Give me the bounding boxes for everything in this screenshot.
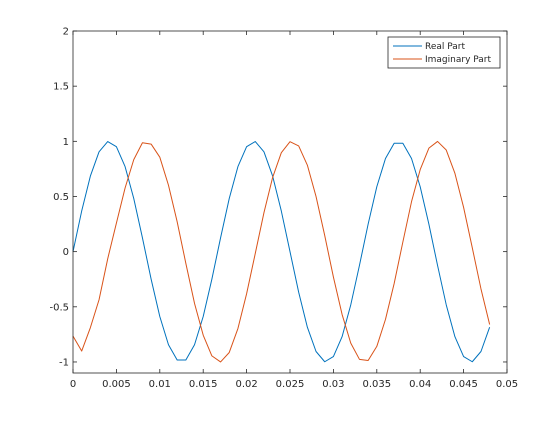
- x-tick-label: 0.03: [322, 379, 344, 390]
- x-tick-label: 0.025: [276, 379, 305, 390]
- x-tick-label: 0: [70, 379, 76, 390]
- x-tick-label: 0.035: [362, 379, 391, 390]
- legend-label-1: Real Part: [425, 42, 466, 52]
- y-tick-label: 2: [63, 27, 69, 38]
- plot-area: [73, 31, 507, 373]
- y-tick-label: 0: [63, 247, 69, 258]
- plot-background: [73, 31, 507, 373]
- x-tick-label: 0.04: [409, 379, 431, 390]
- y-tick-label: -1: [59, 357, 69, 368]
- x-tick-label: 0.015: [189, 379, 218, 390]
- series-layer: [72, 140, 491, 363]
- y-tick-label: 1: [63, 137, 69, 148]
- y-tick-label: -0.5: [49, 302, 69, 313]
- series-line-1: [72, 141, 491, 363]
- x-tick-label: 0.045: [449, 379, 478, 390]
- x-tick-label: 0.005: [102, 379, 131, 390]
- series-line-2: [72, 140, 491, 363]
- x-tick-label: 0.02: [235, 379, 257, 390]
- x-tick-label: 0.01: [149, 379, 171, 390]
- y-tick-label: 0.5: [53, 192, 69, 203]
- x-tick-label: 0.05: [496, 379, 518, 390]
- legend-label-2: Imaginary Part: [425, 55, 491, 65]
- legend: Real Part Imaginary Part: [387, 36, 501, 69]
- legend-box: [387, 36, 501, 69]
- axes-layer: 0 0.005 0.01 0.015 0.02 0.025 0.03 0.035 0.04 0.0…: [49, 27, 518, 391]
- y-tick-label: 1.5: [53, 82, 69, 93]
